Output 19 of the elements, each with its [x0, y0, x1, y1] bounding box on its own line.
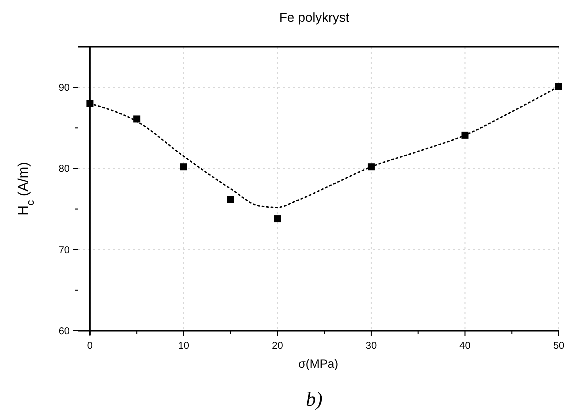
point — [274, 216, 282, 223]
x-axis-title: σ(MPa) — [298, 357, 339, 371]
text: b) — [306, 389, 324, 411]
point — [180, 164, 188, 171]
y-tick-label: 90 — [58, 83, 70, 94]
point — [227, 196, 234, 204]
x-tick-label: 40 — [460, 341, 472, 352]
point — [556, 83, 562, 90]
x-tick-label: 0 — [87, 341, 94, 352]
x-tick-label: 10 — [178, 341, 190, 352]
y-tick-label: 70 — [58, 245, 70, 256]
x-tick-label: 20 — [272, 341, 284, 352]
x-tick-label: 30 — [366, 341, 378, 352]
chart-title: Fe polykryst — [279, 10, 350, 25]
y-tick-label: 60 — [58, 326, 70, 338]
x-tick-label: 50 — [553, 341, 565, 352]
point — [86, 100, 94, 108]
y-tick-label: 80 — [58, 164, 70, 176]
point — [134, 116, 141, 123]
